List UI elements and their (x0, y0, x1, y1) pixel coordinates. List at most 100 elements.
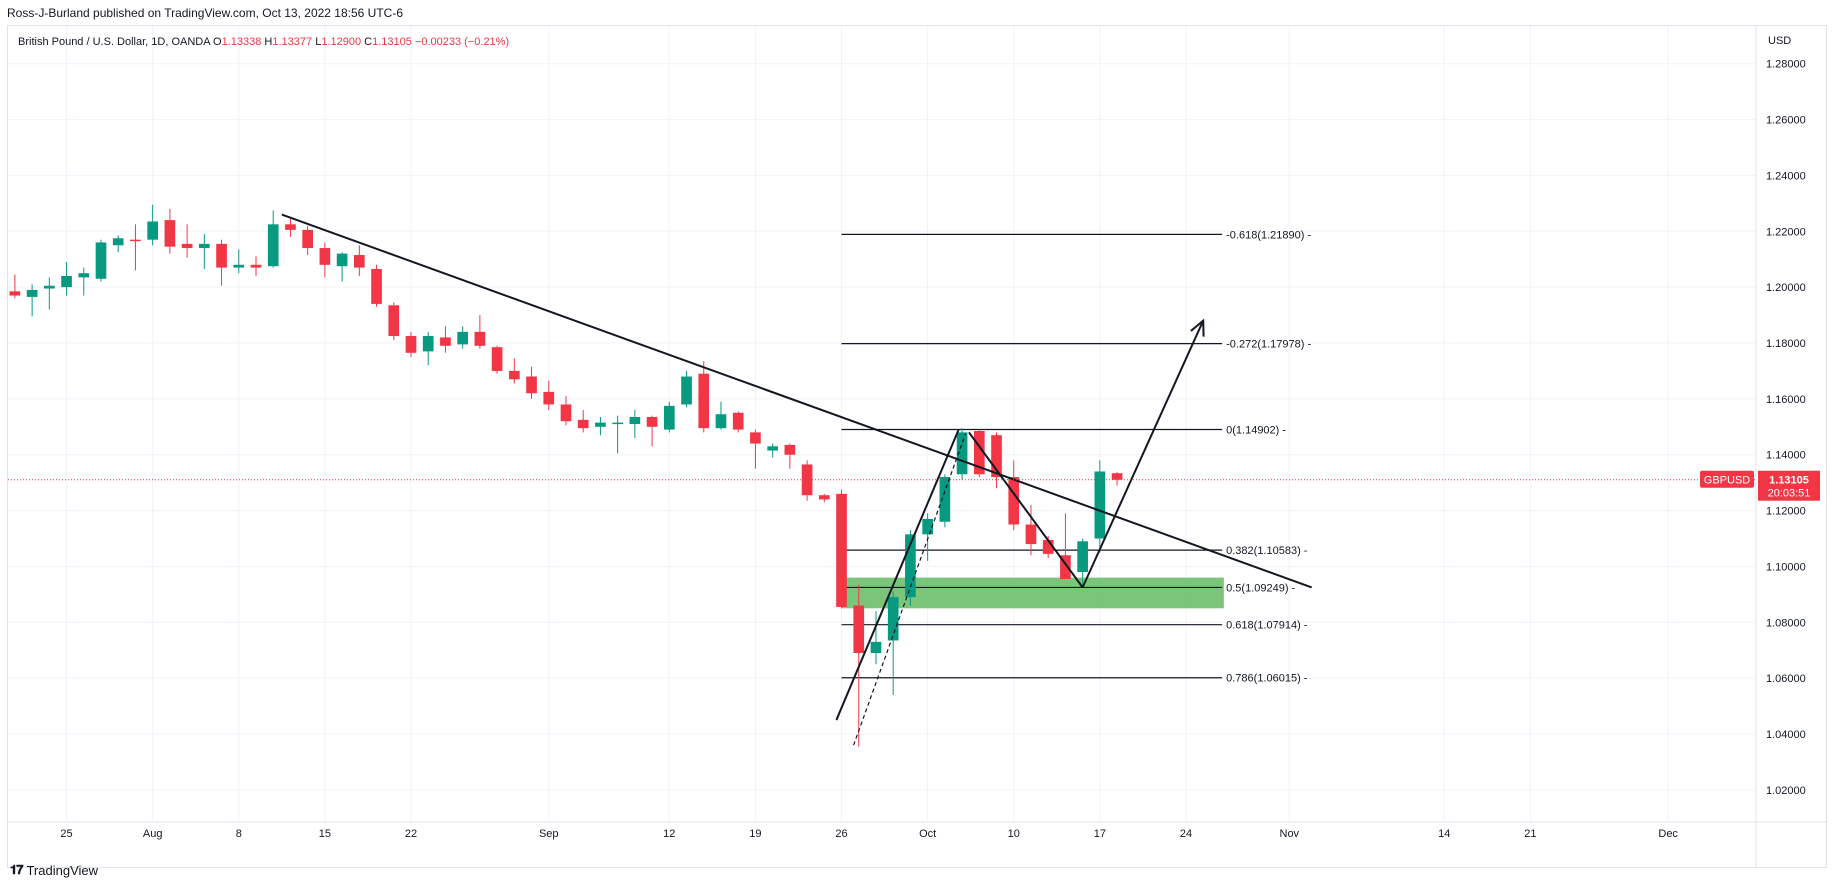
candle-body[interactable] (353, 255, 365, 268)
candle-body[interactable] (887, 597, 899, 641)
candle-body[interactable] (750, 432, 761, 444)
candle-body[interactable] (991, 435, 1002, 478)
candles-layer (9, 204, 1123, 747)
last-price-value: 1.13105 (1769, 475, 1809, 487)
candle-body[interactable] (1025, 524, 1037, 545)
candle-body[interactable] (422, 336, 434, 352)
candle-body[interactable] (474, 331, 486, 346)
grid (8, 26, 1756, 822)
candle-body[interactable] (302, 229, 313, 249)
candle-body[interactable] (147, 221, 159, 240)
symbol-legend[interactable]: British Pound / U.S. Dollar, 1D, OANDA O… (18, 36, 509, 48)
tradingview-logo-icon: 𝟏𝟕 (10, 862, 24, 877)
candle-body[interactable] (732, 412, 744, 430)
candle-body[interactable] (388, 305, 400, 337)
candle-body[interactable] (853, 605, 865, 654)
candle-body[interactable] (198, 243, 210, 249)
candle-body[interactable] (1111, 473, 1123, 480)
candle-body[interactable] (61, 275, 72, 288)
candle-body[interactable] (508, 370, 520, 380)
x-tick-label: 12 (663, 828, 675, 840)
legend-high-label: H (264, 36, 273, 48)
legend-open-label: O (213, 36, 222, 48)
candle-body[interactable] (267, 224, 279, 267)
x-tick-label: 14 (1438, 828, 1450, 840)
candle-body[interactable] (595, 422, 606, 427)
x-tick-label: 10 (1008, 828, 1020, 840)
candle-body[interactable] (698, 373, 710, 429)
candle-body[interactable] (629, 417, 641, 424)
candle-body[interactable] (233, 264, 245, 268)
candle-body[interactable] (818, 495, 830, 500)
candle-body[interactable] (612, 422, 623, 425)
candle-body[interactable] (543, 391, 555, 405)
candle-body[interactable] (784, 444, 796, 455)
candle-body[interactable] (801, 464, 813, 496)
candle-body[interactable] (26, 289, 38, 297)
candle-body[interactable] (130, 239, 141, 242)
candle-body[interactable] (1042, 539, 1054, 554)
candle-body[interactable] (560, 404, 572, 422)
legend-low-value: 1.12900 (321, 36, 362, 48)
candle-body[interactable] (922, 518, 933, 535)
candle-body[interactable] (164, 220, 176, 247)
candle-body[interactable] (457, 331, 468, 345)
candle-body[interactable] (112, 238, 124, 246)
x-tick-label: 26 (835, 828, 847, 840)
y-tick-label: 1.16000 (1766, 394, 1806, 406)
fib-level-label: 0.786(1.06015) - (1226, 673, 1308, 685)
candle-body[interactable] (836, 493, 847, 607)
tradingview-logo[interactable]: 𝟏𝟕 TradingView (10, 862, 98, 878)
candle-body[interactable] (78, 273, 90, 278)
trendline-projection-arrow[interactable] (1081, 320, 1205, 588)
y-tick-label: 1.22000 (1766, 226, 1806, 238)
candle-body[interactable] (181, 243, 193, 249)
trendline-pullback[interactable] (968, 431, 1084, 588)
candle-body[interactable] (491, 347, 503, 371)
candle-body[interactable] (577, 419, 589, 429)
candle-body[interactable] (905, 534, 916, 598)
candle-body[interactable] (440, 337, 451, 346)
legend-open-value: 1.13338 (221, 36, 262, 48)
candle-body[interactable] (285, 224, 296, 230)
trendline-downtrend[interactable] (281, 213, 1313, 589)
candle-body[interactable] (371, 268, 382, 304)
candle-body[interactable] (1008, 477, 1020, 525)
candle-body[interactable] (405, 336, 417, 353)
trendline-fib-anchor-dashed[interactable] (853, 433, 967, 746)
x-tick-label: Aug (143, 828, 163, 840)
x-tick-label: 21 (1524, 828, 1536, 840)
candle-body[interactable] (1094, 471, 1106, 539)
candle-body[interactable] (319, 248, 331, 265)
demand-zone[interactable] (841, 577, 1224, 609)
legend-symbol: British Pound / U.S. Dollar, 1D, OANDA (18, 36, 210, 48)
x-tick-label: 8 (236, 828, 242, 840)
candle-body[interactable] (95, 242, 107, 279)
candle-body[interactable] (216, 243, 227, 268)
candle-body[interactable] (715, 414, 727, 429)
candle-body[interactable] (1077, 541, 1088, 573)
publisher-caption: Ross-J-Burland published on TradingView.… (7, 6, 403, 20)
candle-body[interactable] (681, 376, 692, 405)
x-tick-label: 19 (749, 828, 761, 840)
candle-body[interactable] (767, 446, 778, 451)
arrowhead-icon (1190, 318, 1205, 337)
candle-body[interactable] (9, 291, 21, 296)
candle-body[interactable] (526, 376, 537, 394)
candle-body[interactable] (973, 430, 985, 475)
candle-body[interactable] (956, 432, 968, 475)
trendline-impulse-up[interactable] (835, 429, 960, 721)
candle-body[interactable] (939, 477, 951, 522)
candle-body[interactable] (43, 285, 55, 289)
y-tick-label: 1.02000 (1766, 785, 1806, 797)
y-tick-label: 1.10000 (1766, 561, 1806, 573)
candle-body[interactable] (1060, 555, 1071, 580)
candle-body[interactable] (870, 641, 882, 654)
candle-body[interactable] (663, 405, 675, 430)
candle-body[interactable] (336, 253, 348, 267)
candle-body[interactable] (646, 417, 658, 427)
candle-body[interactable] (250, 264, 262, 268)
trendline-layer (281, 213, 1313, 746)
y-tick-label: 1.08000 (1766, 617, 1806, 629)
